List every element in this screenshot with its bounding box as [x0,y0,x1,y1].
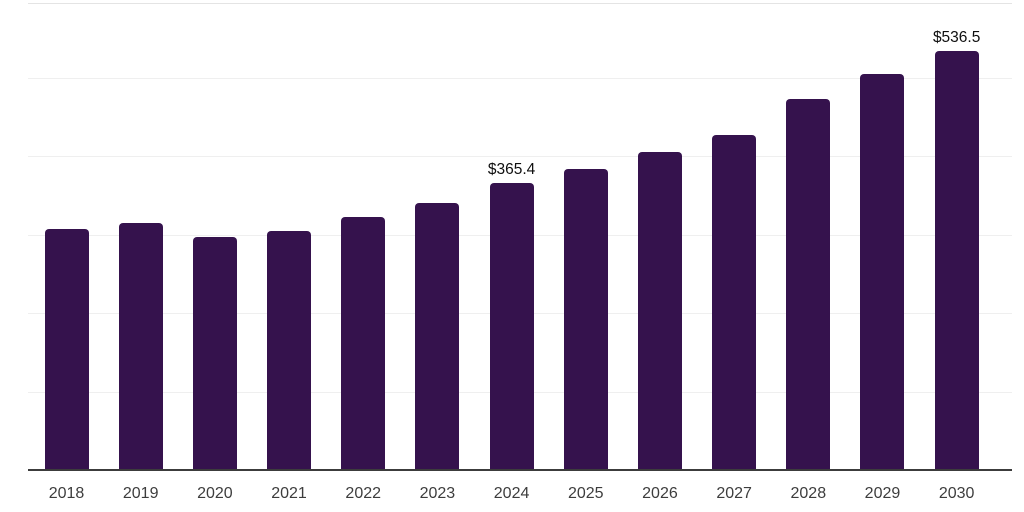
value-label-2030: $536.5 [932,28,981,46]
bar-2023 [415,203,460,470]
x-tick-label-2029: 2029 [864,485,901,502]
bar-2018 [44,228,89,470]
value-label-2024: $365.4 [487,160,536,178]
x-tick-label-2027: 2027 [716,485,752,502]
bar-2030 [934,50,979,470]
x-tick-label-2026: 2026 [642,485,678,502]
x-tick-label-2028: 2028 [790,485,827,502]
x-tick-label-2030: 2030 [938,485,975,502]
x-tick-label-2024: 2024 [493,485,530,502]
bar-2025 [563,168,608,470]
bar-2019 [118,223,163,470]
bar-2029 [860,74,905,470]
y-gridline [28,156,1012,158]
bar-2021 [267,230,312,470]
x-tick-label-2020: 2020 [197,485,233,502]
x-tick-label-2022: 2022 [345,485,382,502]
x-tick-label-2018: 2018 [48,485,85,502]
x-tick-label-2023: 2023 [419,485,456,502]
bar-2020 [192,236,237,470]
bar-2026 [637,152,682,470]
y-gridline [28,78,1012,79]
x-axis-line [28,469,1012,471]
x-tick-label-2019: 2019 [122,485,159,502]
bar-2027 [712,135,757,470]
x-tick-label-2025: 2025 [567,485,604,502]
y-gridline [28,3,1012,4]
bar-2024 [489,182,534,470]
bar-2022 [341,217,386,470]
x-tick-label-2021: 2021 [271,485,307,502]
bar-2028 [786,98,831,470]
